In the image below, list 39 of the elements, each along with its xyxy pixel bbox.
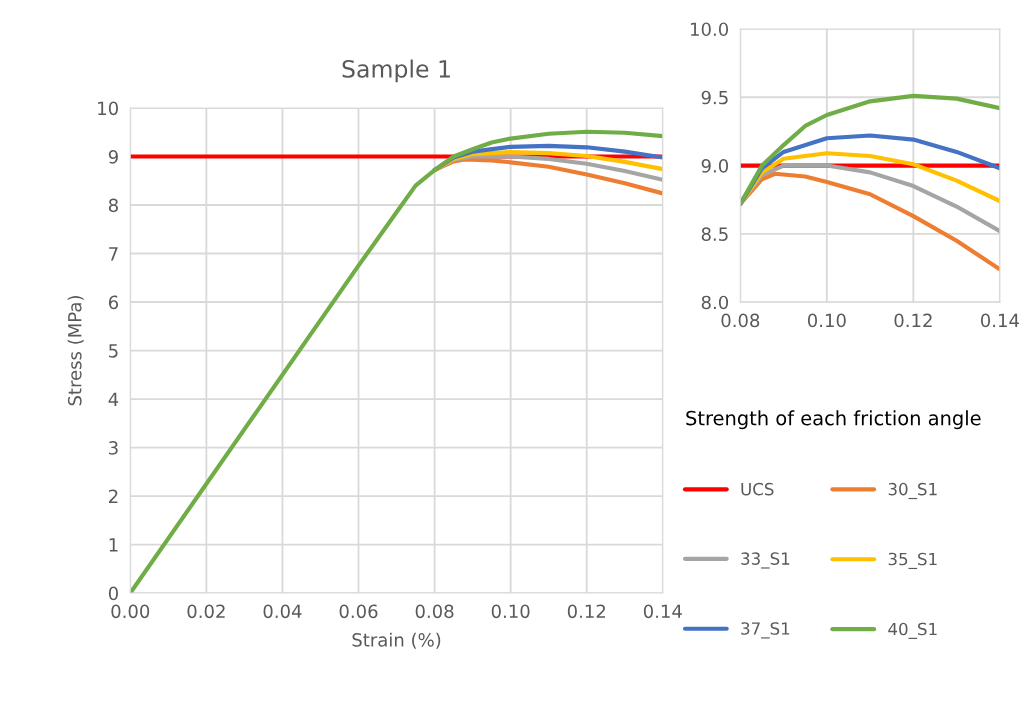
x-tick-label: 0.14 xyxy=(980,313,1019,328)
legend-label: 33_S1 xyxy=(741,552,790,569)
y-axis-title: Stress (MPa) xyxy=(67,296,84,406)
y-tick-label: 0 xyxy=(108,586,118,601)
x-axis-title: Strain (%) xyxy=(352,632,441,649)
y-tick-label: 9 xyxy=(108,149,118,164)
y-tick-label: 7 xyxy=(109,247,118,261)
y-tick-label: 9.0 xyxy=(701,159,729,173)
y-tick-label: 3 xyxy=(109,440,118,455)
x-tick-label: 0.12 xyxy=(894,313,932,328)
y-tick-label: 10.0 xyxy=(691,22,729,37)
x-tick-label: 0.14 xyxy=(643,604,682,619)
x-tick-label: 0.02 xyxy=(187,604,225,619)
x-tick-label: 0.08 xyxy=(415,604,454,619)
y-tick-label: 6 xyxy=(108,295,119,310)
chart-title: Sample 1 xyxy=(342,59,450,83)
y-tick-label: 2 xyxy=(109,489,118,503)
x-tick-label: 0.10 xyxy=(491,604,530,619)
legend-label: 30_S1 xyxy=(888,482,937,500)
x-tick-label: 0.10 xyxy=(807,313,846,328)
legend-label: 40_S1 xyxy=(888,622,937,639)
y-tick-label: 5 xyxy=(109,344,118,358)
y-tick-label: 4 xyxy=(108,392,119,406)
legend-title: Strength of each friction angle xyxy=(686,410,981,430)
x-tick-label: 0.04 xyxy=(263,604,302,619)
y-tick-label: 8 xyxy=(108,198,118,213)
x-tick-label: 0.08 xyxy=(721,313,760,328)
y-tick-label: 9.5 xyxy=(701,90,728,105)
y-tick-label: 8.0 xyxy=(701,295,729,310)
x-tick-label: 0.06 xyxy=(339,604,378,619)
y-tick-label: 10 xyxy=(98,101,118,116)
legend-label: 35_S1 xyxy=(888,552,937,570)
legend-label: 37_S1 xyxy=(741,622,790,639)
line-series xyxy=(740,93,1000,206)
y-tick-label: 1 xyxy=(109,538,118,552)
x-tick-label: 0.12 xyxy=(567,604,606,619)
y-tick-label: 8.5 xyxy=(701,227,728,241)
legend-label: UCS xyxy=(741,482,774,496)
x-tick-label: 0.00 xyxy=(111,604,150,619)
